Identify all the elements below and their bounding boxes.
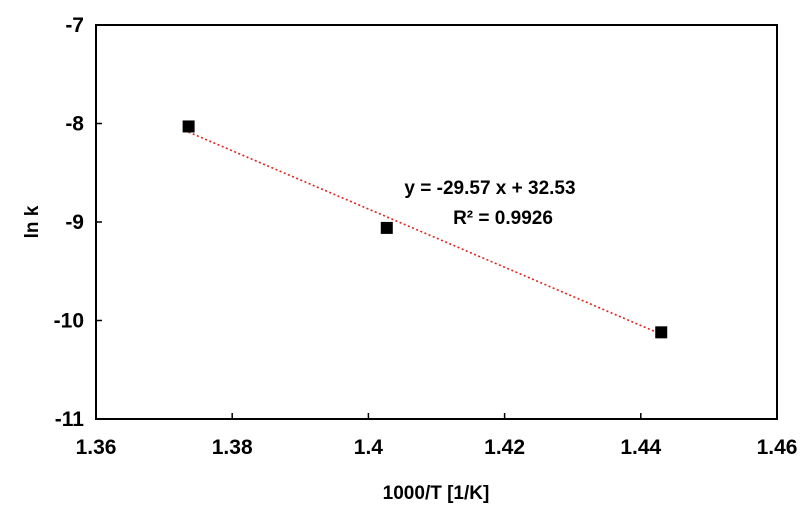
y-axis-ticks: -11 -10 -9 -8 -7 [54,14,102,431]
y-tick-label: -8 [65,113,84,136]
x-tick-label: 1.44 [620,436,661,459]
x-axis-title: 1000/T [1/K] [383,483,490,504]
plot-area-frame [95,24,778,420]
x-axis-ticks: 1.36 1.38 1.4 1.42 1.44 1.46 [76,413,798,459]
x-tick-label: 1.36 [76,436,117,459]
y-tick-label: -11 [55,408,85,431]
data-point [182,120,195,133]
r-squared-label: R² = 0.9926 [453,208,553,229]
x-tick-label: 1.38 [212,436,253,459]
data-point [380,221,393,234]
data-points [182,120,668,339]
y-axis-title: ln k [22,205,43,238]
y-tick-label: -10 [54,310,84,333]
trendline-equation: y = -29.57 x + 32.53 [404,178,575,199]
y-tick-label: -7 [65,14,84,37]
data-point [655,326,668,339]
x-tick-label: 1.42 [484,436,525,459]
x-tick-label: 1.46 [757,436,798,459]
y-tick-label: -9 [65,211,84,234]
trendline [188,131,662,335]
x-tick-label: 1.4 [354,436,384,459]
